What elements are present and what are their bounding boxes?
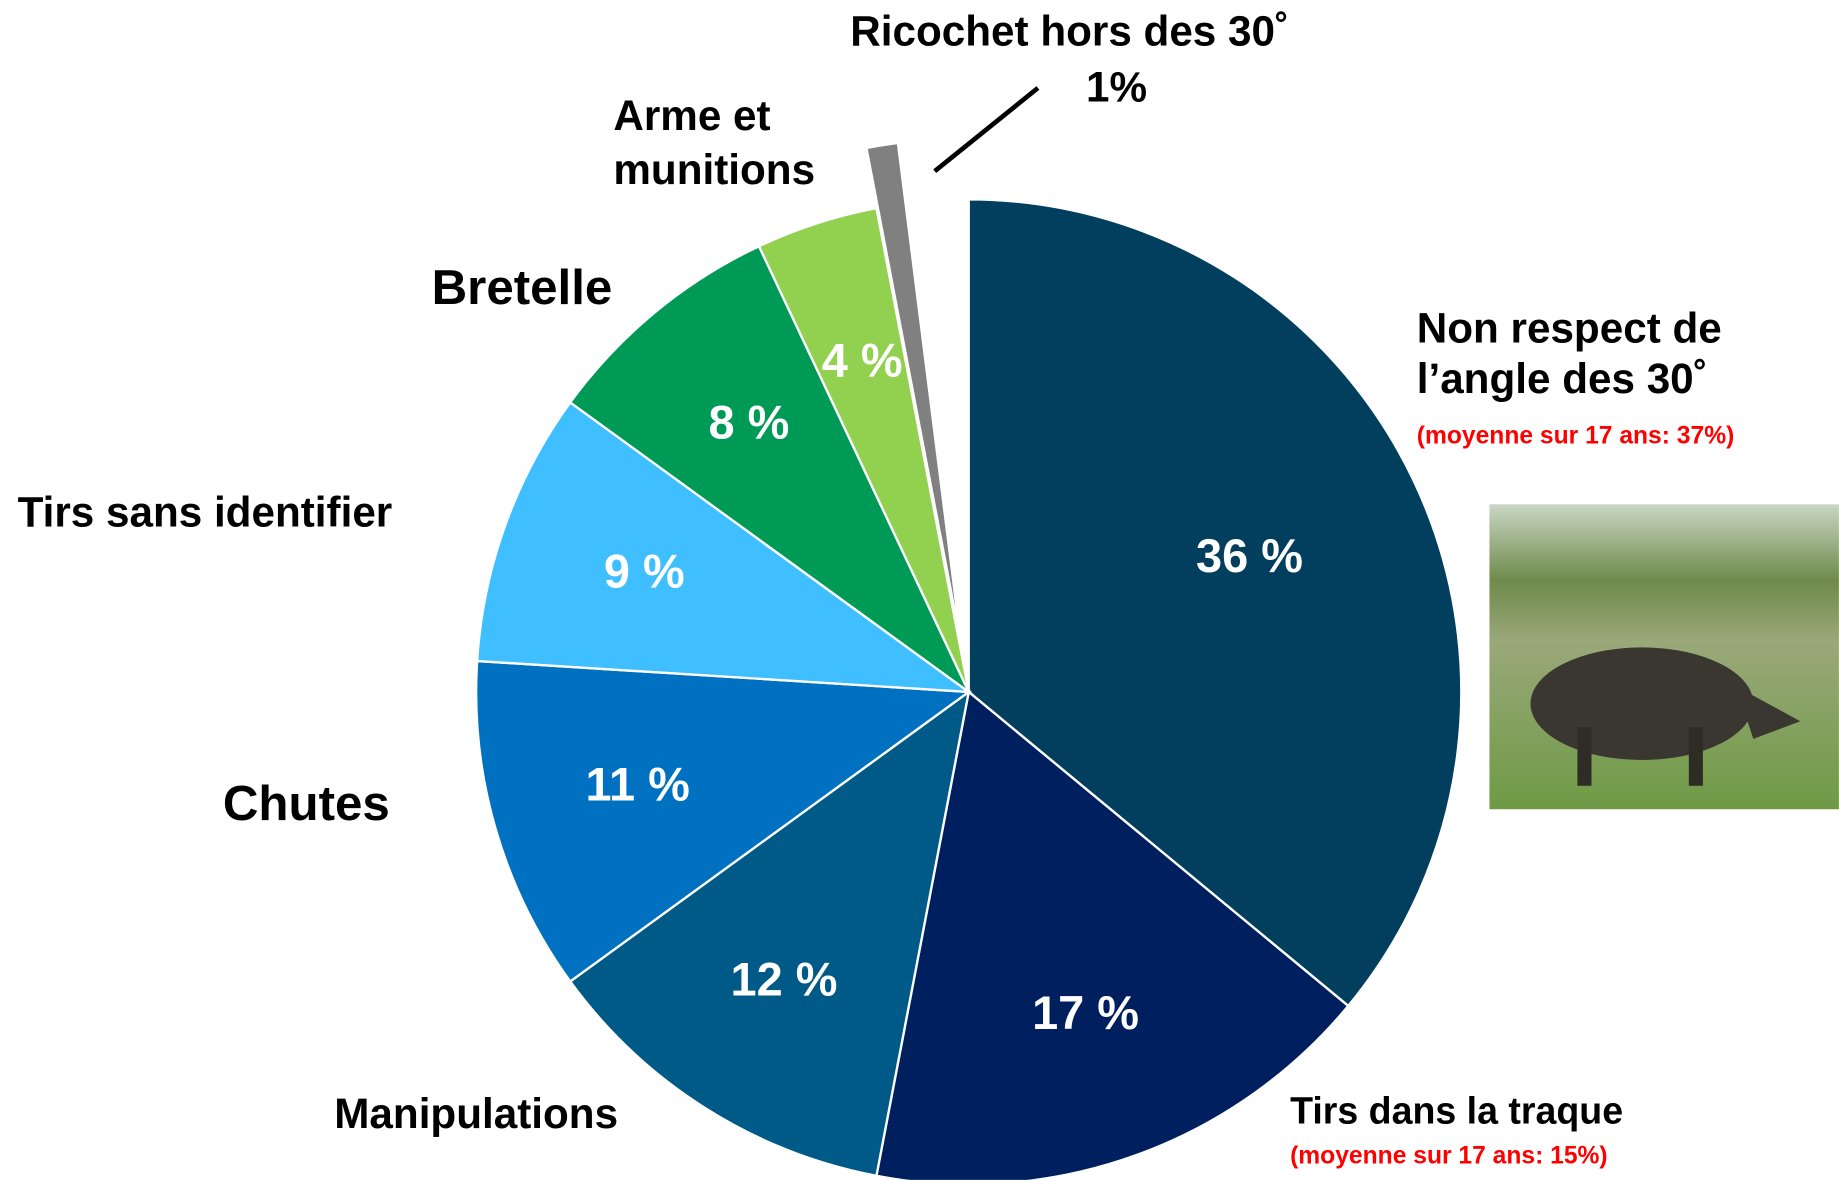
chart: 36 % 17 % 12 % 11 % 9 % 8 % 4 % 1% — [0, 0, 1839, 1180]
value-label: 1% — [1086, 63, 1147, 110]
value-label: 8 % — [709, 397, 790, 449]
page: 36 % 17 % 12 % 11 % 9 % 8 % 4 % 1% Non respect … — [0, 0, 1839, 1180]
value-label: 9 % — [604, 546, 685, 598]
photo — [1489, 504, 1838, 809]
category-label: Tirs dans la traque — [1290, 1088, 1623, 1133]
value-label: 4 % — [822, 334, 903, 386]
value-label: 36 % — [1196, 530, 1303, 582]
value-label: 11 % — [585, 759, 689, 811]
annotation: (moyenne sur 17 ans: 37%) — [1417, 422, 1735, 450]
category-label: Bretelle — [432, 258, 613, 317]
slide: 36 % 17 % 12 % 11 % 9 % 8 % 4 % 1% Non respect … — [0, 0, 1839, 1180]
category-label: Manipulations — [334, 1088, 618, 1139]
value-label: 17 % — [1032, 987, 1139, 1039]
category-label: Tirs sans identifier — [18, 487, 393, 538]
annotation: (moyenne sur 17 ans: 15%) — [1290, 1142, 1608, 1170]
category-label: Chutes — [223, 774, 390, 833]
leader-line — [935, 88, 1038, 171]
category-label: Arme et munitions — [613, 89, 815, 196]
value-label: 12 % — [731, 953, 838, 1005]
category-label: Ricochet hors des 30˚ — [850, 6, 1289, 57]
category-label: Non respect de l’angle des 30˚ — [1417, 303, 1722, 404]
